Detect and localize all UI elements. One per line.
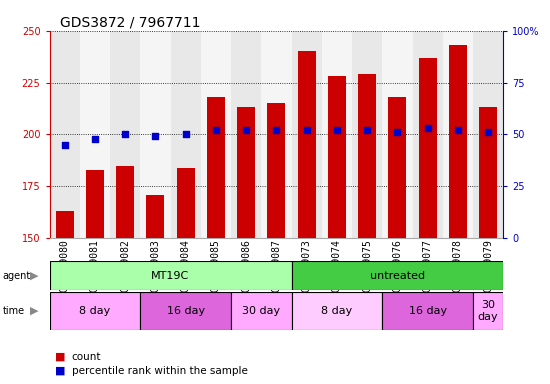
Text: time: time (3, 306, 25, 316)
Text: ■: ■ (55, 366, 65, 376)
Bar (382, 292, 473, 330)
Bar (443, 31, 473, 238)
Point (60, 142, 69, 148)
Bar (50, 261, 292, 290)
Bar (110, 31, 140, 238)
Bar (328, 76, 346, 238)
Bar (292, 261, 503, 290)
Point (272, 127, 280, 133)
Bar (412, 31, 443, 238)
Text: GDS3872 / 7967711: GDS3872 / 7967711 (60, 15, 201, 29)
Point (362, 127, 371, 133)
Bar (50, 31, 80, 238)
Bar (207, 97, 225, 238)
Point (241, 127, 250, 133)
Bar (261, 31, 292, 238)
Bar (170, 31, 201, 238)
Point (393, 129, 402, 136)
Text: MT19C: MT19C (151, 270, 190, 281)
Bar (231, 292, 292, 330)
Bar (292, 292, 382, 330)
Text: count: count (72, 352, 101, 362)
Bar (449, 45, 467, 238)
Text: 30
day: 30 day (478, 300, 498, 322)
Bar (237, 108, 255, 238)
Text: untreated: untreated (370, 270, 425, 281)
Bar (322, 31, 352, 238)
Bar (116, 166, 134, 238)
Bar (352, 31, 382, 238)
Point (182, 131, 190, 137)
Point (453, 127, 462, 133)
Bar (298, 51, 316, 238)
Bar (140, 31, 170, 238)
Point (211, 127, 220, 133)
Point (423, 125, 432, 131)
Text: 30 day: 30 day (242, 306, 280, 316)
Point (483, 129, 492, 136)
Bar (382, 31, 412, 238)
Bar (479, 108, 497, 238)
Point (90, 136, 99, 142)
Point (332, 127, 341, 133)
Bar (267, 103, 285, 238)
Bar (419, 58, 437, 238)
Point (151, 133, 160, 139)
Text: percentile rank within the sample: percentile rank within the sample (72, 366, 248, 376)
Bar (201, 31, 231, 238)
Point (121, 131, 130, 137)
Text: agent: agent (3, 270, 31, 281)
Text: ▶: ▶ (30, 306, 38, 316)
Bar (473, 292, 503, 330)
Text: 8 day: 8 day (79, 306, 111, 316)
Bar (473, 31, 503, 238)
Bar (231, 31, 261, 238)
Text: ■: ■ (55, 352, 65, 362)
Bar (50, 292, 140, 330)
Text: 16 day: 16 day (409, 306, 447, 316)
Bar (140, 292, 231, 330)
Point (302, 127, 311, 133)
Bar (80, 31, 110, 238)
Bar (56, 211, 74, 238)
Text: ▶: ▶ (30, 270, 38, 281)
Bar (292, 31, 322, 238)
Bar (358, 74, 376, 238)
Text: 16 day: 16 day (167, 306, 205, 316)
Bar (86, 170, 104, 238)
Bar (388, 97, 406, 238)
Bar (146, 195, 164, 238)
Text: 8 day: 8 day (321, 306, 353, 316)
Bar (177, 167, 195, 238)
